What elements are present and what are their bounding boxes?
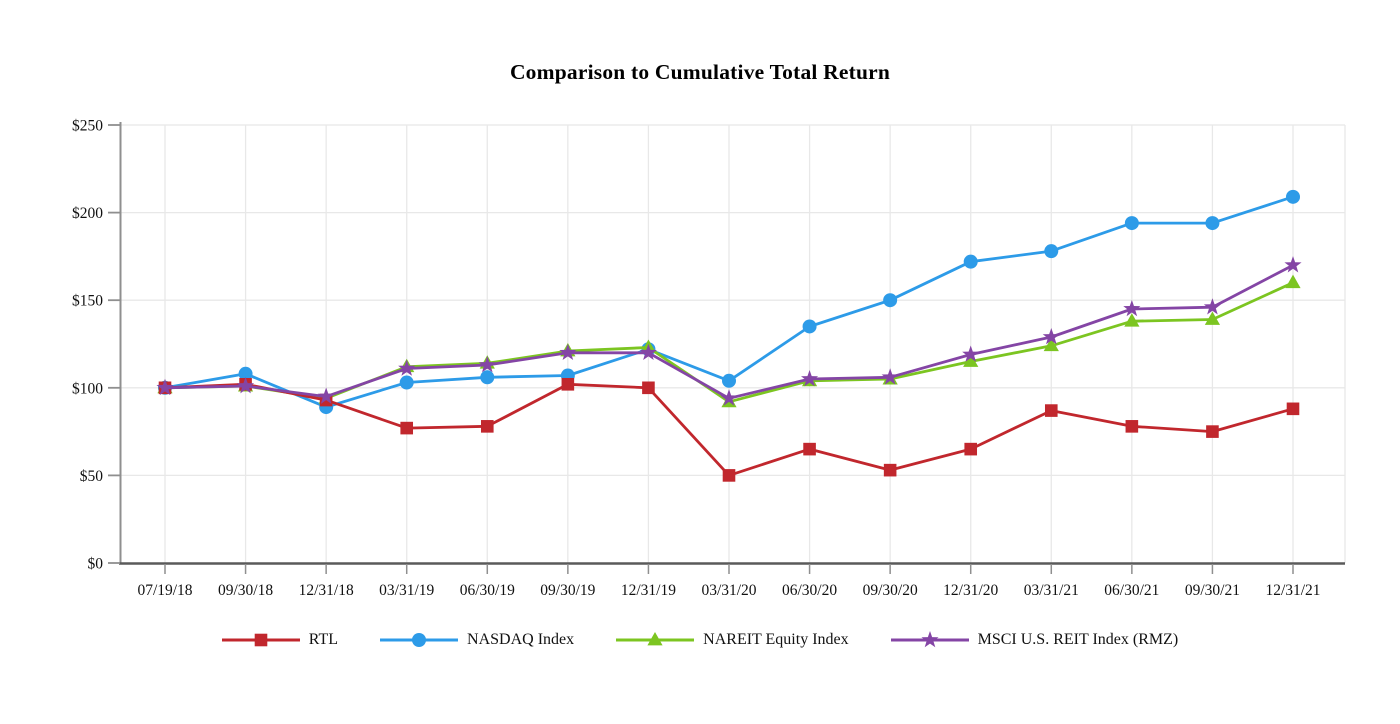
marker-nareit-equity-index	[1043, 337, 1059, 352]
x-tick-label: 12/31/18	[299, 582, 354, 599]
y-tick-label: $200	[72, 205, 103, 222]
marker-msci-u-s-reit-index-rmz	[1123, 299, 1141, 317]
marker-rtl	[480, 420, 494, 433]
marker-nasdaq-index	[399, 375, 414, 390]
marker-rtl	[400, 421, 414, 435]
y-tick-label: $100	[72, 380, 103, 397]
x-tick-label: 12/31/19	[621, 582, 676, 599]
marker-rtl	[803, 442, 816, 456]
legend-swatch-msci-u-s-reit-index-rmz	[890, 631, 969, 648]
marker-msci-u-s-reit-index-rmz	[317, 387, 335, 404]
legend-marker-nasdaq-index	[412, 633, 427, 647]
marker-msci-u-s-reit-index-rmz	[881, 368, 899, 385]
y-tick-label: $150	[72, 293, 103, 310]
x-tick-label: 06/30/19	[460, 582, 515, 599]
marker-msci-u-s-reit-index-rmz	[639, 343, 657, 361]
legend-item-msci-u-s-reit-index-rmz: MSCI U.S. REIT Index (RMZ)	[890, 630, 1179, 650]
marker-nasdaq-index	[722, 373, 736, 388]
marker-msci-u-s-reit-index-rmz	[559, 343, 577, 361]
series-msci-u-s-reit-index-rmz	[156, 256, 1302, 406]
marker-nasdaq-index	[963, 254, 978, 269]
legend-label: RTL	[308, 631, 339, 648]
marker-rtl	[1206, 425, 1219, 438]
marker-rtl	[1286, 402, 1300, 416]
chart-legend: RTL NASDAQ Index NAREIT Equity Index MSCI U…	[0, 630, 1400, 650]
marker-nasdaq-index	[480, 370, 495, 385]
marker-nasdaq-index	[1124, 216, 1139, 231]
marker-msci-u-s-reit-index-rmz	[156, 378, 174, 396]
x-tick-label: 12/31/20	[943, 582, 998, 599]
series-nasdaq-index	[158, 189, 1300, 415]
marker-msci-u-s-reit-index-rmz	[478, 356, 496, 373]
x-tick-label: 09/30/21	[1185, 582, 1240, 599]
x-tick-label: 09/30/18	[218, 582, 273, 599]
x-tick-label: 03/31/20	[701, 582, 756, 599]
x-tick-label: 07/19/18	[137, 582, 192, 599]
x-tick-label: 09/30/20	[863, 582, 918, 599]
marker-nareit-equity-index	[1204, 311, 1221, 325]
marker-msci-u-s-reit-index-rmz	[801, 370, 819, 387]
marker-msci-u-s-reit-index-rmz	[237, 377, 255, 394]
marker-msci-u-s-reit-index-rmz	[1203, 298, 1221, 315]
marker-msci-u-s-reit-index-rmz	[1284, 256, 1302, 273]
marker-rtl	[561, 377, 575, 391]
x-tick-label: 06/30/21	[1104, 582, 1159, 599]
legend-swatch-rtl	[221, 633, 300, 647]
marker-nareit-equity-index	[963, 353, 979, 367]
marker-nasdaq-index	[238, 366, 253, 381]
marker-nasdaq-index	[1286, 189, 1300, 204]
x-tick-label: 03/31/21	[1024, 582, 1079, 599]
marker-msci-u-s-reit-index-rmz	[962, 345, 980, 362]
legend-marker-nareit-equity-index	[647, 632, 663, 646]
legend-swatch-nareit-equity-index	[616, 632, 695, 646]
marker-msci-u-s-reit-index-rmz	[398, 359, 416, 376]
marker-rtl	[964, 442, 978, 456]
marker-rtl	[642, 381, 655, 395]
marker-nasdaq-index	[1044, 244, 1059, 259]
x-tick-label: 03/31/19	[379, 582, 434, 599]
y-tick-label: $50	[80, 468, 104, 485]
legend-swatch-nasdaq-index	[380, 633, 459, 647]
legend-marker-msci-u-s-reit-index-rmz	[921, 631, 939, 648]
marker-rtl	[1044, 404, 1058, 417]
y-tick-label: $0	[88, 556, 104, 573]
marker-rtl	[722, 469, 736, 482]
marker-nasdaq-index	[802, 319, 817, 334]
legend-item-nasdaq-index: NASDAQ Index	[380, 630, 574, 650]
legend-marker-rtl	[254, 633, 268, 647]
x-tick-label: 12/31/21	[1265, 582, 1320, 599]
marker-msci-u-s-reit-index-rmz	[1042, 327, 1060, 345]
marker-nasdaq-index	[883, 293, 898, 308]
marker-nareit-equity-index	[1124, 313, 1140, 327]
marker-nasdaq-index	[1205, 216, 1220, 231]
marker-rtl	[1125, 420, 1139, 433]
legend-label: NASDAQ Index	[467, 631, 575, 648]
marker-nareit-equity-index	[1285, 274, 1301, 289]
legend-label: NAREIT Equity Index	[703, 631, 849, 648]
x-tick-label: 09/30/19	[540, 582, 595, 599]
y-tick-label: $250	[72, 118, 103, 135]
legend-label: MSCI U.S. REIT Index (RMZ)	[977, 631, 1179, 648]
marker-rtl	[883, 463, 897, 477]
chart-title: Comparison to Cumulative Total Return	[509, 60, 891, 84]
legend-item-nareit-equity-index: NAREIT Equity Index	[616, 630, 849, 650]
marker-msci-u-s-reit-index-rmz	[720, 389, 738, 406]
x-tick-label: 06/30/20	[782, 582, 837, 599]
legend-item-rtl: RTL	[221, 630, 339, 650]
